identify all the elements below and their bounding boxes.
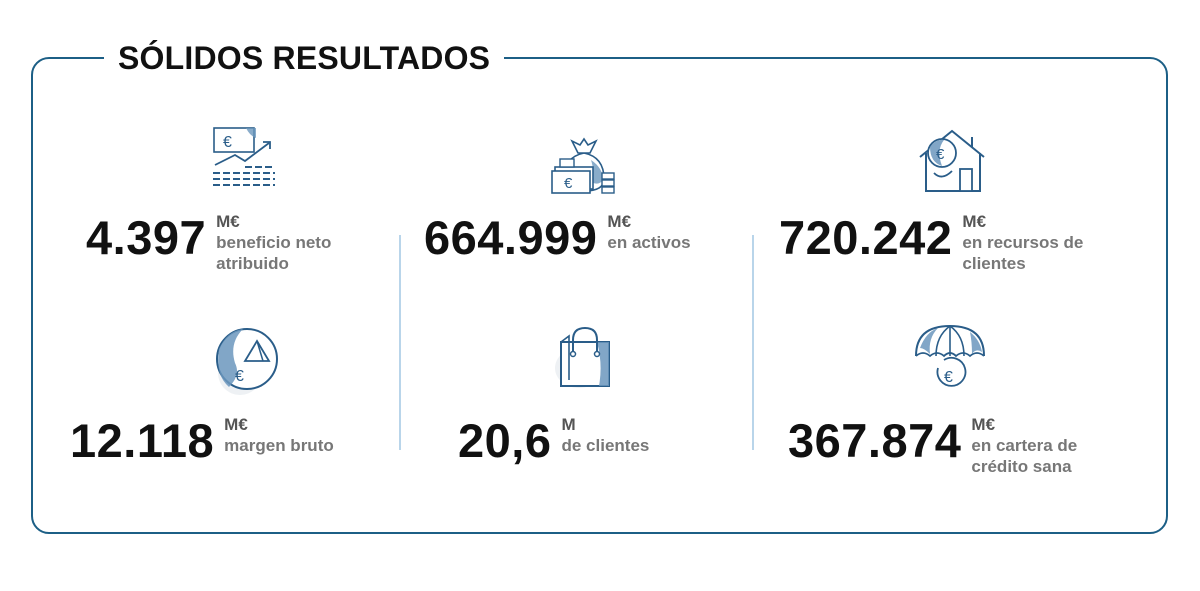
money-bag-icon: € (551, 137, 615, 194)
money-growth-chart-icon: € (213, 127, 275, 186)
stat-value: 664.999 (424, 211, 598, 264)
stat-description: M€ en activos (607, 211, 690, 253)
stat-gross-margin: 12.118 M€ margen bruto (70, 414, 334, 467)
stat-description: M€ margen bruto (224, 414, 334, 456)
stat-value: 720.242 (779, 211, 953, 264)
results-frame (31, 57, 1168, 534)
stat-unit: M€ (216, 212, 240, 231)
stat-description: M€ en cartera de crédito sana (971, 414, 1077, 477)
stat-healthy-credit: 367.874 M€ en cartera de crédito sana (788, 414, 1077, 477)
stat-unit: M€ (607, 212, 632, 231)
stat-label-line1: en recursos de (962, 233, 1084, 252)
stat-unit: M€ (971, 415, 996, 434)
stat-value: 20,6 (458, 414, 552, 467)
stat-customers: 20,6 M de clientes (458, 414, 649, 467)
stat-unit: M€ (962, 212, 987, 231)
stat-label-line1: margen bruto (224, 436, 334, 455)
svg-text:€: € (235, 368, 244, 385)
svg-text:€: € (564, 175, 573, 192)
shopping-bag-icon (555, 326, 610, 388)
stat-label-line2: clientes (962, 254, 1026, 273)
stat-label-line1: en cartera de (971, 436, 1078, 455)
stat-unit: M€ (224, 415, 248, 434)
svg-text:€: € (944, 369, 953, 386)
page-title: SÓLIDOS RESULTADOS (104, 36, 505, 80)
stat-value: 367.874 (788, 414, 962, 467)
column-divider-left (399, 235, 401, 450)
stat-description: M€ en recursos de clientes (962, 211, 1083, 274)
stat-description: M€ beneficio neto atribuido (216, 211, 331, 274)
stat-label-line2: atribuido (216, 254, 289, 273)
stat-label-line1: en activos (607, 233, 691, 252)
umbrella-euro-icon: € (915, 324, 985, 387)
stat-description: M de clientes (561, 414, 649, 456)
stat-label-line1: de clientes (561, 436, 650, 455)
stat-value: 12.118 (70, 414, 215, 467)
globe-euro-icon: € (216, 328, 278, 395)
house-euro-icon: € (919, 129, 985, 192)
stat-label-line2: crédito sana (971, 457, 1072, 476)
stat-value: 4.397 (86, 211, 207, 264)
stat-assets: 664.999 M€ en activos (424, 211, 691, 264)
stat-customer-funds: 720.242 M€ en recursos de clientes (779, 211, 1083, 274)
column-divider-right (752, 235, 754, 450)
svg-text:€: € (936, 146, 945, 163)
svg-text:€: € (223, 134, 232, 151)
stat-label-line1: beneficio neto (216, 233, 332, 252)
stat-net-profit: 4.397 M€ beneficio neto atribuido (86, 211, 331, 274)
stat-unit: M (561, 415, 576, 434)
